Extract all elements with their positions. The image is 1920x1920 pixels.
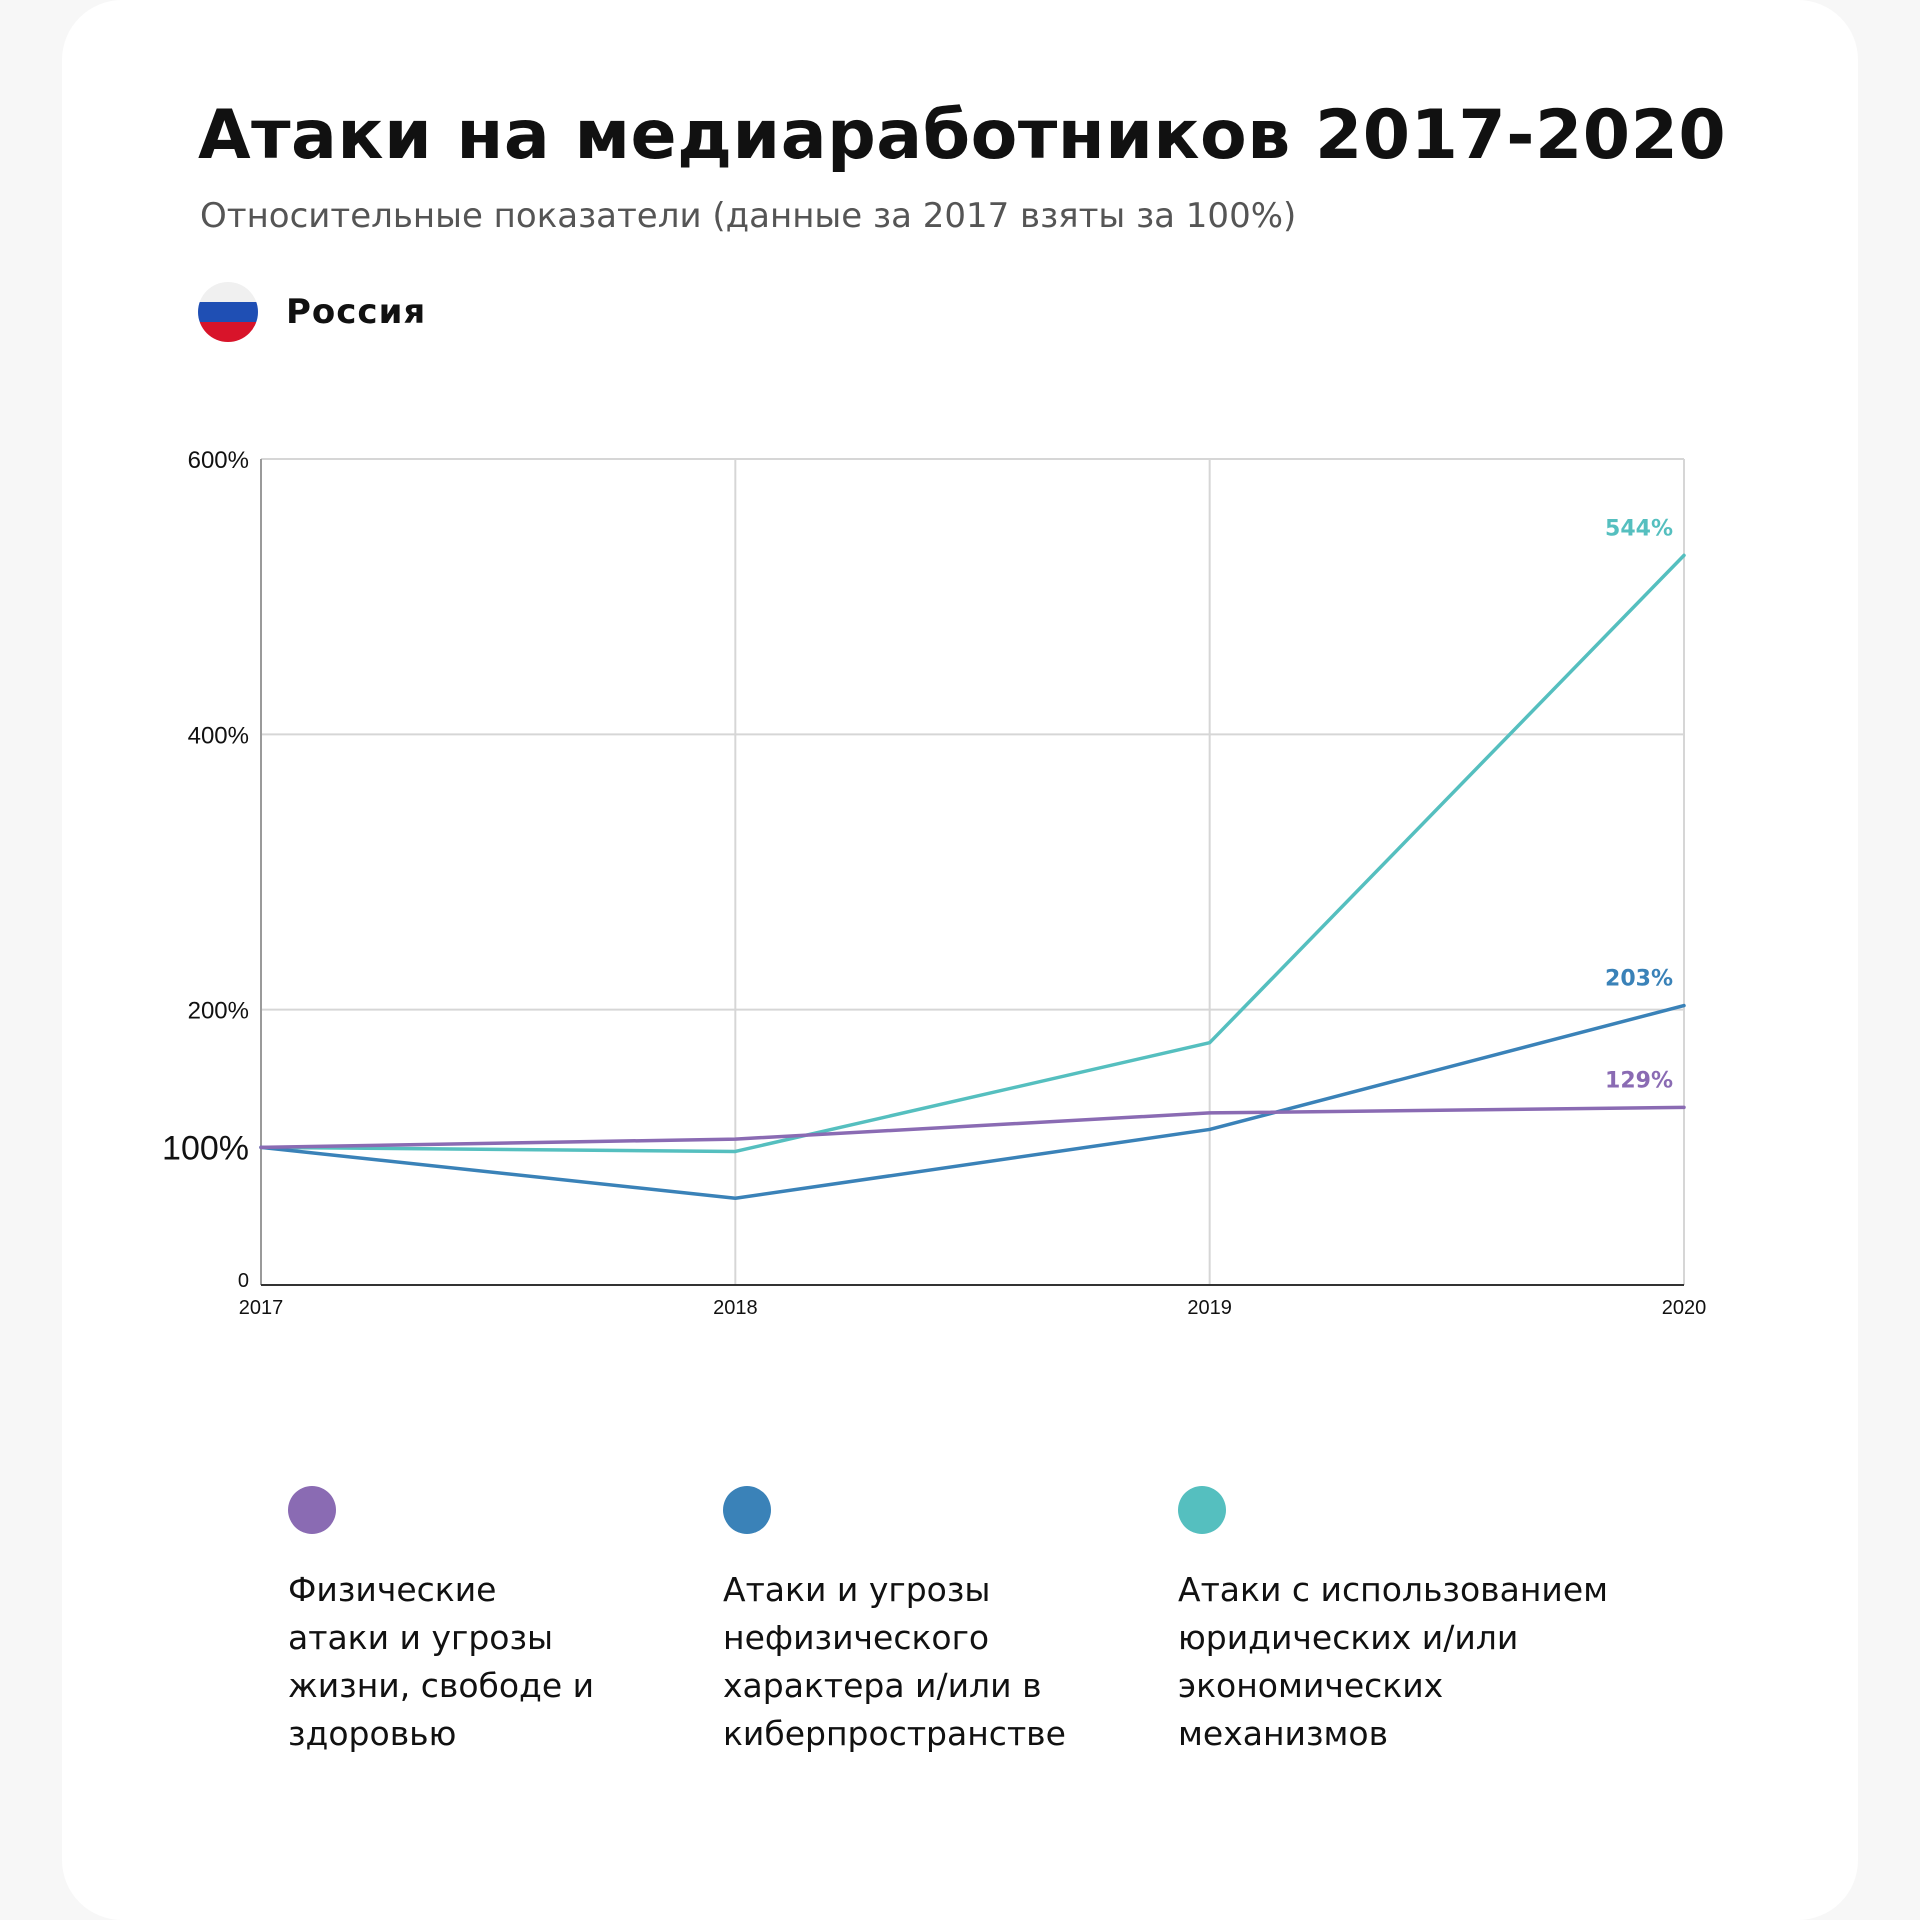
flag-stripe-blue [198, 302, 258, 322]
legend-dot-physical [288, 1486, 336, 1534]
y-tick-label-600: 600% [188, 447, 249, 474]
russia-flag-icon [198, 282, 258, 342]
y-tick-label-100: 100% [162, 1129, 249, 1167]
series-end-label-2: 544% [1605, 516, 1673, 541]
legend-item-legal: Атаки с использованием юридических и/или… [1178, 1486, 1698, 1758]
series-line-2 [259, 553, 1686, 1154]
legend-dot-legal [1178, 1486, 1226, 1534]
x-tick-label-2017: 2017 [239, 1297, 284, 1319]
series-line-1 [259, 1003, 1686, 1201]
card-background [62, 0, 1858, 1920]
legend-label-nonphysical: Атаки и угрозы нефизического характера и… [723, 1570, 1066, 1753]
x-tick-label-2019: 2019 [1187, 1297, 1232, 1319]
y-tick-label-200: 200% [188, 998, 249, 1025]
country-label: Россия [198, 282, 426, 342]
legend-item-physical: Физические атаки и угрозы жизни, свободе… [288, 1486, 808, 1758]
chart-title: Атаки на медиаработников 2017-2020 [198, 96, 1727, 175]
flag-stripe-red [198, 322, 258, 342]
flag-stripe-white [198, 282, 258, 302]
legend-label-physical: Физические атаки и угрозы жизни, свободе… [288, 1570, 595, 1753]
x-tick-label-2018: 2018 [713, 1297, 758, 1319]
y-tick-label-0: 0 [238, 1270, 249, 1292]
series-end-label-1: 203% [1605, 967, 1673, 992]
legend-item-nonphysical: Атаки и угрозы нефизического характера и… [723, 1486, 1243, 1758]
series-line-0 [259, 1105, 1686, 1150]
legend-dot-nonphysical [723, 1486, 771, 1534]
series-end-label-0: 129% [1605, 1068, 1673, 1093]
y-tick-label-400: 400% [188, 722, 249, 749]
country-name: Россия [286, 292, 427, 332]
x-tick-label-2020: 2020 [1662, 1297, 1707, 1319]
legend-label-legal: Атаки с использованием юридических и/или… [1178, 1570, 1609, 1753]
chart-subtitle: Относительные показатели (данные за 2017… [200, 196, 1297, 236]
